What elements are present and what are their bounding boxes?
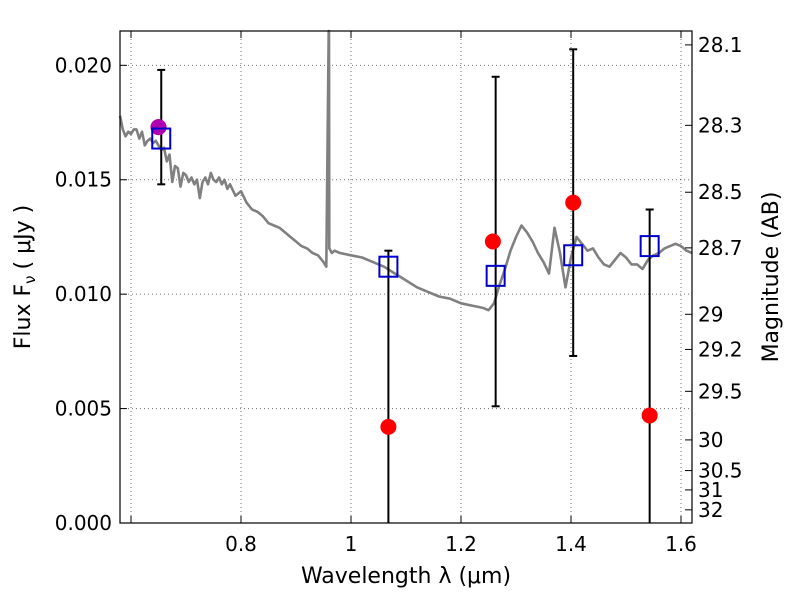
y-axis-label-unit: ( μJy ) [11, 205, 36, 270]
data-points [150, 119, 660, 435]
y-tick-label: 0.015 [55, 168, 112, 192]
y-axis-label-text: Flux F [11, 284, 36, 349]
y2-tick-label: 28.7 [698, 236, 743, 260]
x-axis-label: Wavelength λ (μm) [301, 564, 511, 589]
y2-tick-label: 29.2 [698, 337, 743, 361]
y2-tick-label: 29.5 [698, 379, 743, 403]
red-circle-point [641, 407, 658, 424]
y-tick-label: 0.010 [55, 282, 112, 306]
y2-tick-label: 28.5 [698, 180, 743, 204]
x-tick-label: 1.6 [665, 532, 697, 556]
x-tick-label: 0.8 [225, 532, 257, 556]
y-axis-label-subscript: ν [21, 275, 39, 283]
blue-square-point [151, 127, 172, 150]
y2-tick-label: 30 [698, 428, 723, 452]
y-tick-label: 0.020 [55, 53, 112, 77]
grid-lines [120, 31, 692, 524]
y2-tick-label: 30.5 [698, 459, 743, 483]
x-ticks: 0.8 1 1.2 1.4 1.6 [130, 31, 697, 556]
y-ticks: 0.000 0.005 0.010 0.015 0.020 [55, 53, 127, 535]
plot-frame [119, 30, 693, 524]
y2-tick-label: 28.1 [698, 33, 743, 57]
y2-tick-label: 32 [698, 498, 723, 522]
blue-square-point [639, 235, 660, 258]
y2-tick-label: 31 [698, 478, 723, 502]
y2-tick-label: 28.3 [698, 113, 743, 137]
y-tick-label: 0.000 [55, 511, 112, 535]
x-tick-label: 1.4 [555, 532, 587, 556]
y2-axis-label: Magnitude (AB) [759, 192, 784, 363]
model-spectrum [118, 29, 693, 312]
blue-square-point [378, 255, 399, 278]
blue-square-point [485, 264, 506, 287]
x-tick-label: 1 [345, 532, 358, 556]
y-axis-label: Flux Fν ( μJy ) [11, 205, 39, 349]
y-tick-label: 0.005 [55, 397, 112, 421]
purple-circle-point [150, 119, 167, 136]
red-circle-point [565, 194, 582, 211]
y2-tick-label: 29 [698, 302, 723, 326]
x-tick-label: 1.2 [445, 532, 477, 556]
blue-square-point [563, 244, 584, 267]
model-spectrum-line [118, 29, 693, 312]
red-circle-point [484, 233, 501, 250]
error-bars [157, 48, 654, 523]
red-circle-point [380, 418, 397, 435]
